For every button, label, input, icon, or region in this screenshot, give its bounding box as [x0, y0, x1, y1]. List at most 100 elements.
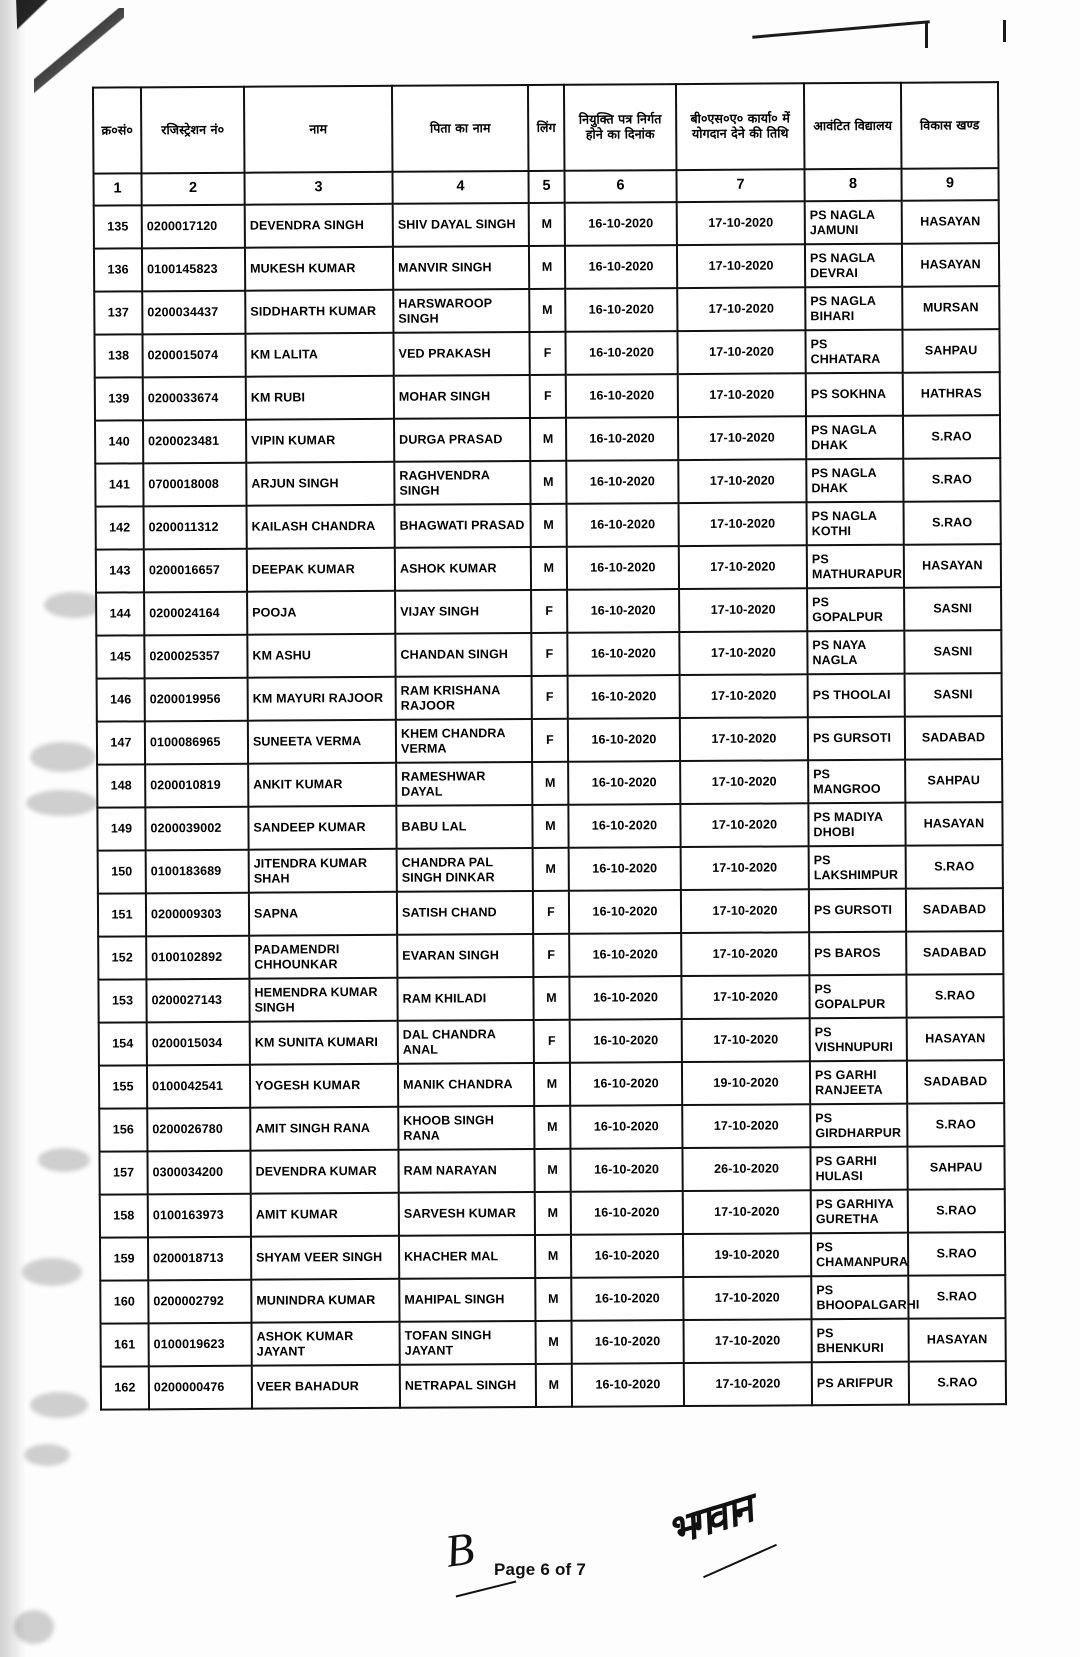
cell-appointment-letter-date: 16-10-2020	[566, 460, 679, 504]
column-header-name: नाम	[243, 85, 393, 173]
cell-appointment-letter-date: 16-10-2020	[568, 761, 681, 805]
cell-appointment-letter-date: 16-10-2020	[566, 503, 679, 547]
cell-allotted-school: PS GARHIYA GURETHA	[810, 1189, 908, 1234]
cell-allotted-school: PS NAGLA DEVRAI	[804, 243, 903, 288]
cell-appointment-letter-date: 16-10-2020	[567, 589, 680, 633]
cell-gender: M	[532, 761, 569, 805]
cell-development-block: SASNI	[904, 587, 1002, 631]
cell-name: KM ASHU	[247, 633, 396, 678]
page-footer: Page 6 of 7	[0, 1560, 1080, 1580]
cell-allotted-school: PS CHHATARA	[805, 329, 903, 374]
cell-joining-date: 17-10-2020	[680, 803, 809, 848]
cell-serial-no: 138	[94, 334, 143, 378]
cell-serial-no: 137	[94, 291, 143, 335]
cell-registration-no: 0200002792	[148, 1279, 252, 1324]
cell-allotted-school: PS GARHI HULASI	[810, 1146, 908, 1191]
scan-smudge	[30, 1392, 88, 1418]
cell-name: HEMENDRA KUMAR SINGH	[249, 977, 398, 1022]
table-row: 144 0200024164 POOJA VIJAY SINGH F 16-10-2020…	[96, 587, 1002, 636]
table-row: 142 0200011312 KAILASH CHANDRA BHAGWATI PRA…	[95, 501, 1001, 550]
cell-registration-no: 0200033674	[142, 376, 247, 421]
cell-father-name: ASHOK KUMAR	[394, 546, 532, 591]
cell-name: SAPNA	[248, 891, 398, 936]
appointment-roster-table: क्र०सं० रजिस्ट्रेशन नं० नाम पिता का नाम …	[91, 81, 1008, 1411]
cell-joining-date: 17-10-2020	[683, 1276, 812, 1321]
cell-gender: M	[530, 460, 567, 504]
cell-allotted-school: PS GOPALPUR	[809, 974, 907, 1019]
cell-registration-no: 0200019956	[144, 677, 248, 722]
cell-gender: M	[530, 503, 567, 547]
cell-appointment-letter-date: 16-10-2020	[571, 1363, 685, 1407]
table-row: 150 0100183689 JITENDRA KUMAR SHAH CHANDRA …	[97, 845, 1003, 894]
cell-name: SUNEETA VERMA	[247, 719, 397, 764]
table-row: 160 0200002792 MUNINDRA KUMAR MAHIPAL SINGH…	[100, 1275, 1006, 1324]
cell-name: AMIT SINGH RANA	[250, 1106, 399, 1151]
cell-registration-no: 0200024164	[144, 591, 248, 636]
cell-appointment-letter-date: 16-10-2020	[570, 1234, 684, 1278]
cell-registration-no: 0200016657	[143, 548, 248, 593]
cell-name: JITENDRA KUMAR SHAH	[248, 848, 397, 893]
cell-allotted-school: PS GARHI RANJEETA	[809, 1060, 908, 1105]
cell-serial-no: 145	[96, 635, 145, 679]
table-row: 151 0200009303 SAPNA SATISH CHAND F 16-10-202…	[97, 888, 1004, 937]
cell-serial-no: 135	[93, 205, 142, 249]
cell-joining-date: 17-10-2020	[683, 1362, 813, 1407]
cell-gender: F	[533, 1019, 570, 1063]
cell-allotted-school: PS MADIYA DHOBI	[808, 802, 906, 847]
cell-development-block: SASNI	[904, 630, 1002, 674]
cell-serial-no: 149	[97, 807, 146, 851]
cell-appointment-letter-date: 16-10-2020	[564, 202, 677, 246]
cell-serial-no: 159	[99, 1237, 149, 1281]
table-row: 157 0300034200 DEVENDRA KUMAR RAM NARAYAN M 1…	[99, 1146, 1005, 1195]
cell-allotted-school: PS NAGLA DHAK	[806, 458, 904, 503]
cell-allotted-school: PS MANGROO	[808, 759, 906, 804]
cell-serial-no: 156	[99, 1108, 148, 1152]
cell-joining-date: 17-10-2020	[678, 545, 808, 590]
table-row: 136 0100145823 MUKESH KUMAR MANVIR SINGH M 16…	[93, 243, 1000, 292]
cell-serial-no: 162	[100, 1366, 150, 1410]
cell-development-block: HATHRAS	[902, 372, 1000, 416]
cell-appointment-letter-date: 16-10-2020	[569, 1019, 682, 1063]
cell-father-name: RAM KRISHANA RAJOOR	[395, 675, 532, 720]
table-row: 155 0100042541 YOGESH KUMAR MANIK CHANDRA M 1…	[98, 1060, 1005, 1109]
cell-development-block: S.RAO	[903, 501, 1001, 545]
cell-allotted-school: PS GURSOTI	[807, 716, 906, 761]
cell-gender: M	[533, 976, 570, 1020]
cell-development-block: SADABAD	[905, 888, 1004, 932]
cell-appointment-letter-date: 16-10-2020	[567, 718, 681, 762]
table-row: 149 0200039002 SANDEEP KUMAR BABU LAL M 16-10…	[97, 802, 1003, 851]
cell-father-name: RAMESHWAR DAYAL	[396, 761, 533, 806]
scan-edge-shadow	[0, 0, 26, 1657]
cell-registration-no: 0100183689	[145, 849, 249, 894]
table-row: 139 0200033674 KM RUBI MOHAR SINGH F 16-10-20…	[94, 372, 1000, 421]
cell-father-name: DAL CHANDRA ANAL	[397, 1019, 534, 1064]
cell-father-name: BABU LAL	[396, 804, 533, 849]
cell-development-block: HASAYAN	[908, 1318, 1006, 1362]
column-number-6: 6	[564, 170, 677, 203]
cell-father-name: RAM NARAYAN	[398, 1148, 535, 1193]
cell-development-block: S.RAO	[903, 458, 1001, 502]
table-row: 140 0200023481 VIPIN KUMAR DURGA PRASAD M 16-…	[95, 415, 1001, 464]
cell-registration-no: 0200026780	[147, 1107, 251, 1152]
table-row: 161 0100019623 ASHOK KUMAR JAYANT TOFAN SIN…	[100, 1318, 1006, 1367]
cell-name: YOGESH KUMAR	[249, 1063, 399, 1108]
top-right-tick	[1003, 20, 1006, 42]
cell-allotted-school: PS BHENKURI	[811, 1318, 909, 1363]
cell-gender: M	[533, 1062, 571, 1106]
cell-joining-date: 17-10-2020	[679, 717, 809, 762]
cell-development-block: SADABAD	[904, 716, 1003, 760]
cell-name: MUKESH KUMAR	[244, 246, 394, 291]
cell-development-block: HASAYAN	[906, 1017, 1004, 1061]
table-row: 156 0200026780 AMIT SINGH RANA KHOOB SINGH …	[99, 1103, 1005, 1152]
cell-gender: M	[535, 1363, 573, 1407]
cell-allotted-school: PS SOKHNA	[805, 372, 903, 417]
cell-registration-no: 0200010819	[145, 763, 249, 808]
cell-name: DEVENDRA SINGH	[244, 203, 393, 248]
cell-joining-date: 17-10-2020	[681, 975, 810, 1020]
cell-registration-no: 0200011312	[143, 505, 247, 550]
cell-appointment-letter-date: 16-10-2020	[565, 417, 679, 461]
cell-gender: F	[531, 589, 568, 633]
cell-joining-date: 17-10-2020	[678, 502, 807, 547]
cell-serial-no: 148	[97, 764, 146, 808]
cell-father-name: BHAGWATI PRASAD	[394, 503, 531, 548]
